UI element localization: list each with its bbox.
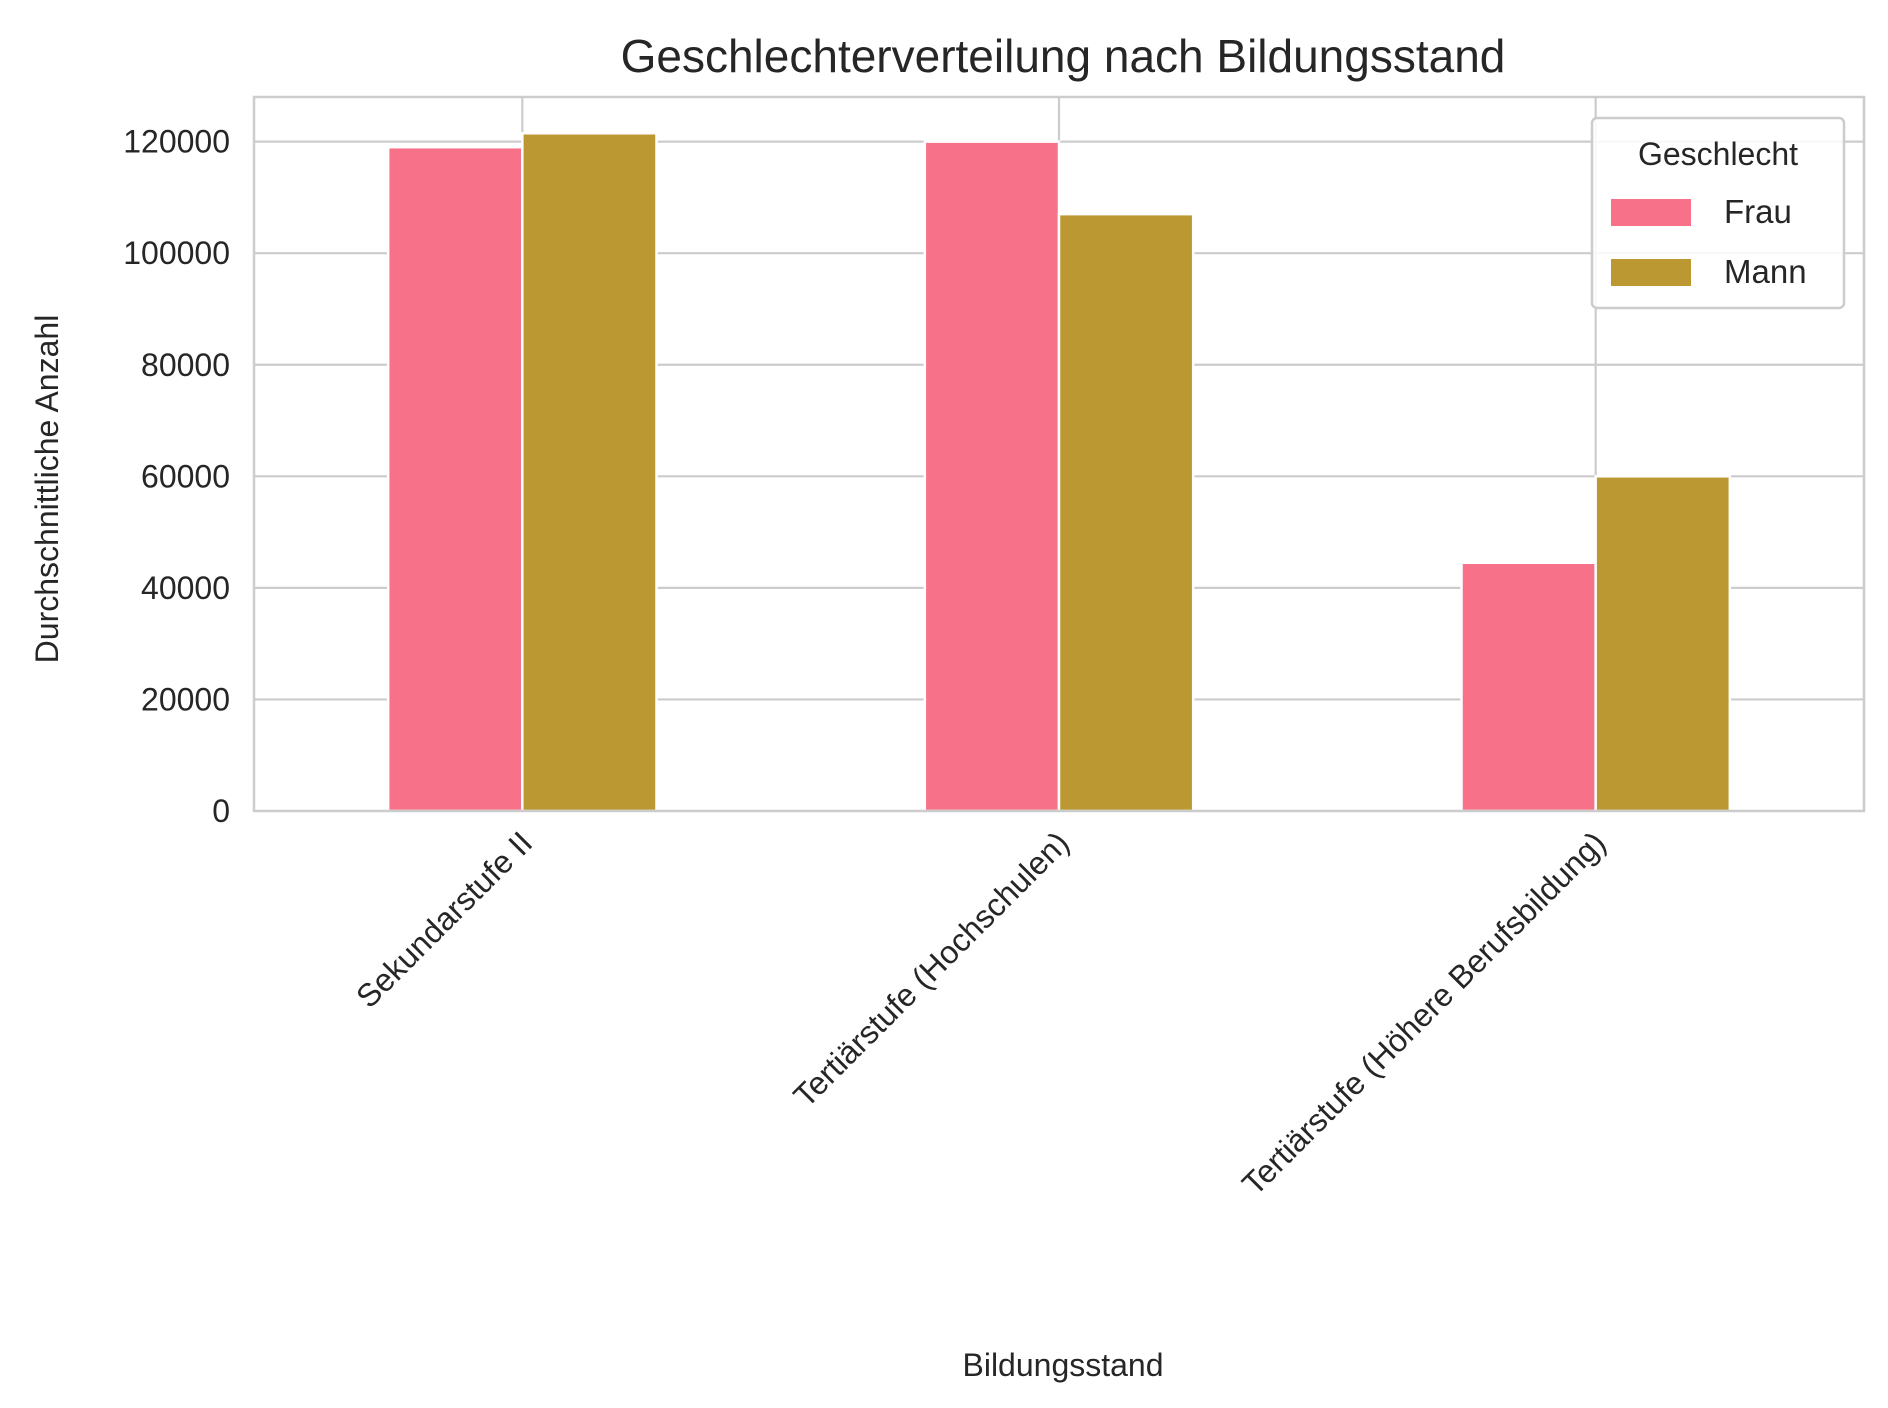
y-tick-label: 100000	[123, 235, 230, 271]
plot-frame	[252, 95, 1866, 813]
bar-frau	[1460, 561, 1597, 813]
bar-mann	[521, 132, 658, 813]
x-tick-label: Sekundarstufe II	[349, 824, 539, 1014]
legend-label-mann: Mann	[1724, 253, 1807, 290]
bar-frau	[923, 140, 1061, 813]
plot-area	[252, 95, 1866, 813]
x-axis-ticks: Sekundarstufe II Tertiärstufe (Hochschule…	[349, 824, 1613, 1202]
legend-swatch-frau	[1611, 199, 1691, 226]
y-axis-label: Durchschnittliche Anzahl	[29, 315, 65, 664]
x-tick-label: Tertiärstufe (Höhere Berufsbildung)	[1235, 824, 1613, 1202]
legend-swatch-mann	[1611, 259, 1691, 286]
bars-layer	[386, 132, 1732, 813]
legend: Geschlecht Frau Mann	[1590, 116, 1846, 310]
x-axis-label: Bildungsstand	[962, 1347, 1163, 1383]
y-tick-label: 60000	[141, 458, 230, 494]
y-tick-label: 20000	[141, 681, 230, 717]
chart-title: Geschlechterverteilung nach Bildungsstan…	[621, 30, 1506, 82]
y-tick-label: 40000	[141, 570, 230, 606]
legend-items: Frau Mann	[1611, 193, 1807, 290]
y-tick-label: 80000	[141, 347, 230, 383]
y-tick-label: 120000	[123, 124, 230, 160]
legend-label-frau: Frau	[1724, 193, 1792, 230]
y-tick-label: 0	[212, 793, 230, 829]
bar-mann	[1057, 212, 1195, 813]
x-tick-label: Tertiärstufe (Hochschulen)	[786, 824, 1076, 1114]
bar-frau	[386, 145, 524, 813]
legend-title: Geschlecht	[1638, 136, 1798, 172]
bar-mann	[1594, 475, 1732, 813]
y-axis-ticks: 0 20000 40000 60000 80000 100000 120000	[123, 124, 230, 829]
